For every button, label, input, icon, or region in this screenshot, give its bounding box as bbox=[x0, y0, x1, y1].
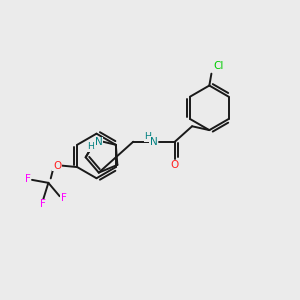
Text: H: H bbox=[145, 132, 152, 141]
Text: O: O bbox=[53, 160, 61, 171]
Text: H: H bbox=[87, 142, 94, 151]
Text: F: F bbox=[61, 193, 67, 203]
Text: F: F bbox=[25, 174, 31, 184]
Text: O: O bbox=[171, 160, 179, 170]
Text: N: N bbox=[95, 137, 102, 148]
Text: Cl: Cl bbox=[213, 61, 224, 70]
Text: N: N bbox=[150, 137, 157, 147]
Text: F: F bbox=[40, 199, 46, 209]
